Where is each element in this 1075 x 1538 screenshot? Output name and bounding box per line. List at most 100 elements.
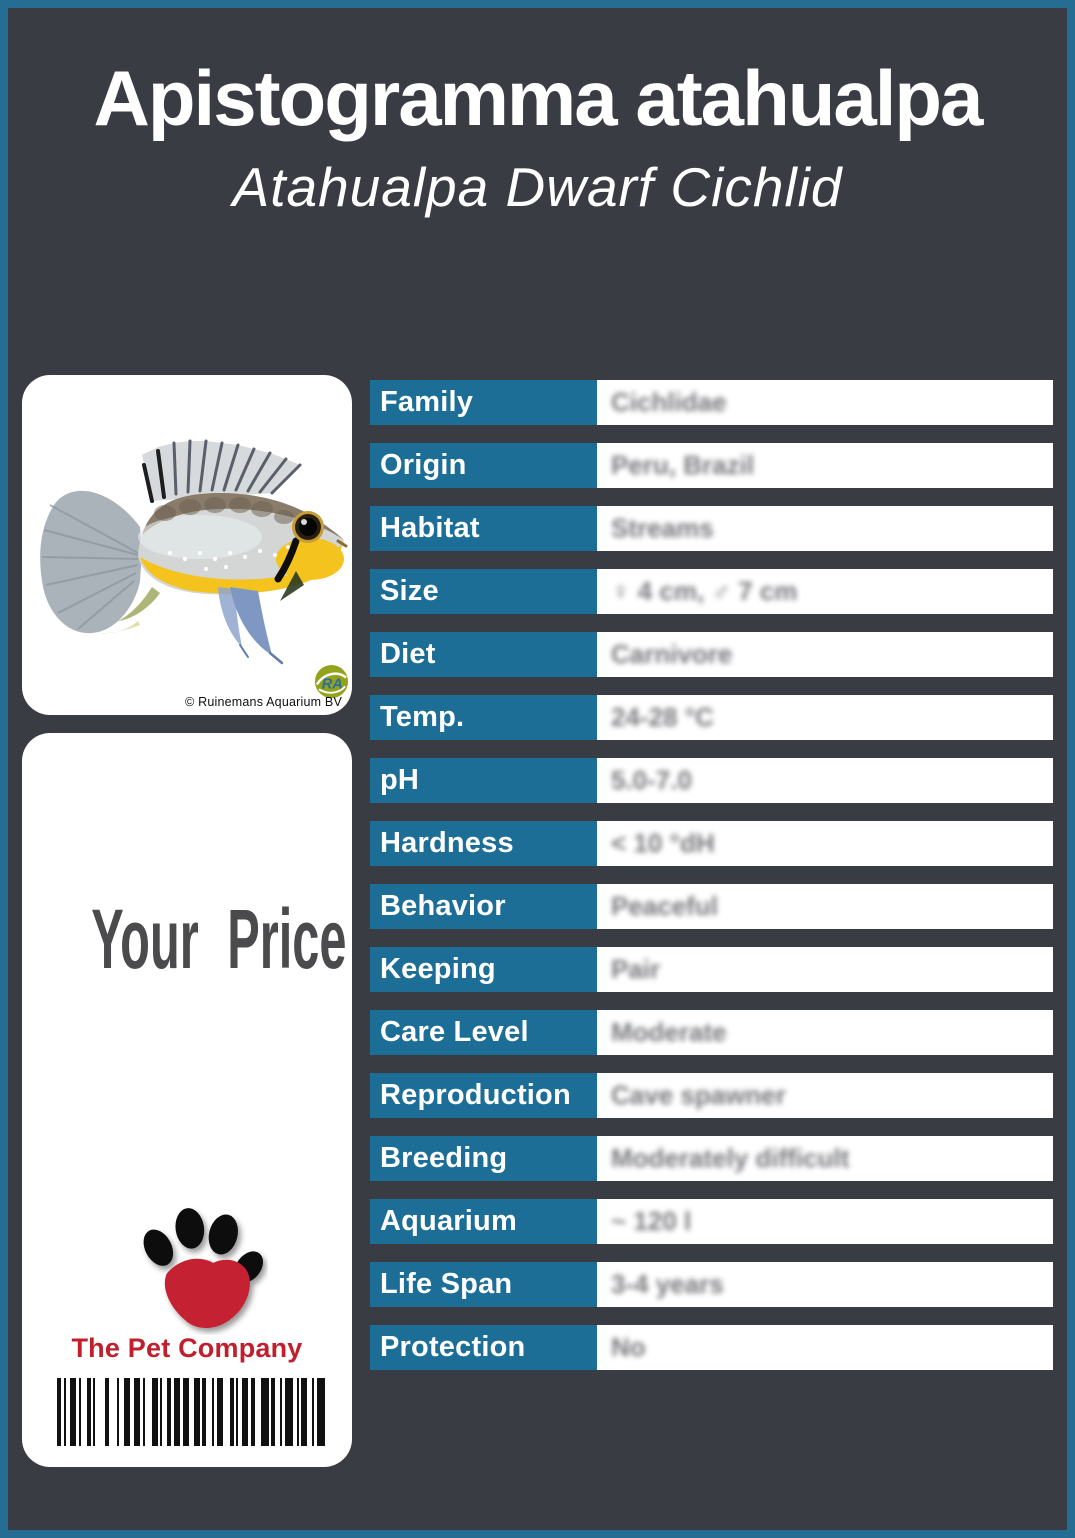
- species-scientific-name: Apistogramma atahualpa: [93, 54, 984, 142]
- barcode-bar: [79, 1378, 81, 1446]
- fish-tail-fin: [40, 490, 142, 634]
- row-value-text: Peaceful: [611, 891, 718, 921]
- table-row-label: pH: [370, 758, 597, 803]
- table-row-label: Care Level: [370, 1010, 597, 1055]
- table-row-value: Moderate: [597, 1010, 1053, 1055]
- row-label-text: Protection: [380, 1331, 526, 1363]
- table-row-value: Peaceful: [597, 884, 1053, 929]
- table-row: Behavior Peaceful: [370, 884, 1053, 929]
- barcode-bar: [285, 1378, 293, 1446]
- table-row-value: Pair: [597, 947, 1053, 992]
- barcode-bar: [317, 1378, 325, 1446]
- table-row: Habitat Streams: [370, 506, 1053, 551]
- table-row: Protection No: [370, 1325, 1053, 1370]
- table-row-value: Moderately difficult: [597, 1136, 1053, 1181]
- barcode-bar: [194, 1378, 200, 1446]
- table-row-label: Behavior: [370, 884, 597, 929]
- row-label-text: Reproduction: [380, 1079, 571, 1111]
- table-row-value: No: [597, 1325, 1053, 1370]
- row-label-text: Behavior: [380, 890, 506, 922]
- barcode-bar: [152, 1378, 158, 1446]
- barcode-bar: [87, 1378, 91, 1446]
- table-row: Life Span 3-4 years: [370, 1262, 1053, 1307]
- table-row: Keeping Pair: [370, 947, 1053, 992]
- table-row: Diet Carnivore: [370, 632, 1053, 677]
- barcode-bar: [64, 1378, 66, 1446]
- table-row-value: < 10 °dH: [597, 821, 1053, 866]
- table-row-label: Origin: [370, 443, 597, 488]
- row-label-text: Family: [380, 386, 474, 418]
- table-row-label: Habitat: [370, 506, 597, 551]
- barcode-space: [95, 1378, 105, 1446]
- row-value-text: No: [611, 1332, 646, 1362]
- table-row-value: Carnivore: [597, 632, 1053, 677]
- barcode-bar: [312, 1378, 314, 1446]
- table-row: Breeding Moderately difficult: [370, 1136, 1053, 1181]
- fish-photo-card: RA © Ruinemans Aquarium BV: [22, 375, 352, 715]
- row-value-text: Cichlidae: [611, 387, 727, 417]
- row-label-text: Temp.: [380, 701, 465, 733]
- row-value-text: ~ 120 l: [611, 1206, 692, 1236]
- row-label-text: Diet: [380, 638, 436, 670]
- barcode-bar: [280, 1378, 282, 1446]
- table-row-label: Aquarium: [370, 1199, 597, 1244]
- row-label-text: Care Level: [380, 1016, 529, 1048]
- table-row: pH 5.0-7.0: [370, 758, 1053, 803]
- table-row-label: Reproduction: [370, 1073, 597, 1118]
- row-label-text: Keeping: [380, 953, 496, 985]
- barcode-bar: [242, 1378, 248, 1446]
- table-row-label: Diet: [370, 632, 597, 677]
- barcode-bar: [167, 1378, 171, 1446]
- table-row: Reproduction Cave spawner: [370, 1073, 1053, 1118]
- row-label-text: Life Span: [380, 1268, 513, 1300]
- barcode-bar: [230, 1378, 234, 1446]
- barcode-bar: [261, 1378, 269, 1446]
- barcode-bar: [183, 1378, 189, 1446]
- table-row-value: ♀ 4 cm, ♂ 7 cm: [597, 569, 1053, 614]
- row-value-text: Cave spawner: [611, 1080, 786, 1110]
- row-label-text: Habitat: [380, 512, 480, 544]
- row-value-text: ♀ 4 cm, ♂ 7 cm: [611, 576, 798, 606]
- table-row-value: 5.0-7.0: [597, 758, 1053, 803]
- row-label-text: Size: [380, 575, 439, 607]
- row-value-text: Moderate: [611, 1017, 727, 1047]
- barcode-bar: [217, 1378, 223, 1446]
- row-value-text: Peru, Brazil: [611, 450, 755, 480]
- table-row-label: Hardness: [370, 821, 597, 866]
- barcode-bar: [301, 1378, 307, 1446]
- table-row: Care Level Moderate: [370, 1010, 1053, 1055]
- table-row-value: ~ 120 l: [597, 1199, 1053, 1244]
- table-row-value: Streams: [597, 506, 1053, 551]
- barcode-bar: [124, 1378, 130, 1446]
- row-label-text: pH: [380, 764, 420, 796]
- barcode-space: [145, 1378, 152, 1446]
- species-common-name: Atahualpa Dwarf Cichlid: [232, 155, 843, 218]
- barcode-bar: [160, 1378, 162, 1446]
- row-value-text: Carnivore: [611, 639, 733, 669]
- fish-photo-image: [40, 439, 348, 665]
- barcode-bar: [143, 1378, 145, 1446]
- table-row-value: Peru, Brazil: [597, 443, 1053, 488]
- barcode-bar: [202, 1378, 206, 1446]
- barcode-space: [223, 1378, 230, 1446]
- table-row-label: Size: [370, 569, 597, 614]
- row-value-text: 24-28 °C: [611, 702, 714, 732]
- row-value-text: 3-4 years: [611, 1269, 724, 1299]
- barcode-bar: [174, 1378, 180, 1446]
- barcode-bar: [134, 1378, 140, 1446]
- watermark-initials: RA: [322, 676, 343, 692]
- card-header: Apistogramma atahualpa Atahualpa Dwarf C…: [8, 54, 1067, 218]
- table-row: Family Cichlidae: [370, 380, 1053, 425]
- row-value-text: Streams: [611, 513, 714, 543]
- barcode-image: [57, 1378, 325, 1446]
- barcode-bar: [117, 1378, 119, 1446]
- table-row-label: Breeding: [370, 1136, 597, 1181]
- copyright-text: © Ruinemans Aquarium BV: [185, 695, 342, 709]
- table-row-value: Cave spawner: [597, 1073, 1053, 1118]
- table-row-value: 24-28 °C: [597, 695, 1053, 740]
- barcode-bar: [93, 1378, 95, 1446]
- barcode-bar: [297, 1378, 299, 1446]
- table-row-label: Protection: [370, 1325, 597, 1370]
- table-row-label: Temp.: [370, 695, 597, 740]
- row-value-text: 5.0-7.0: [611, 765, 692, 795]
